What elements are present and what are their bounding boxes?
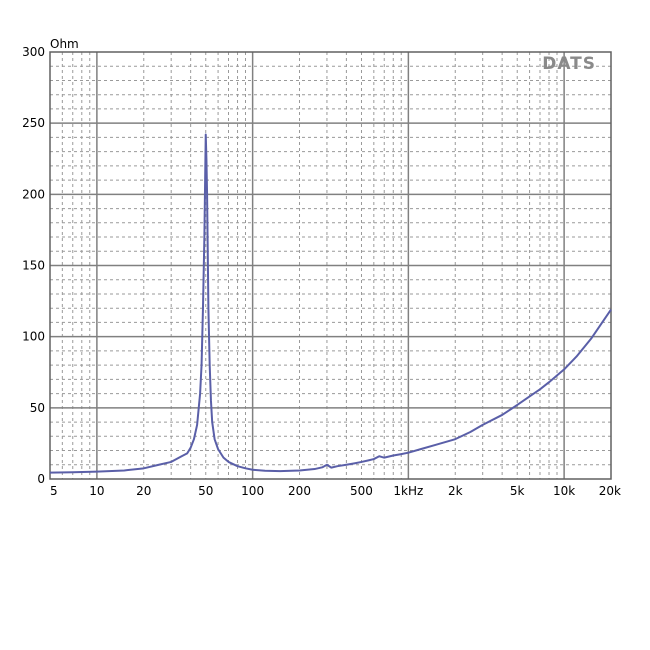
y-axis-unit-label: Ohm xyxy=(50,37,79,51)
plot-frame xyxy=(49,51,612,480)
y-tick-label: 200 xyxy=(22,187,45,201)
dats-watermark: DATS xyxy=(542,54,596,74)
x-tick-label: 10 xyxy=(89,484,104,498)
y-tick-label: 0 xyxy=(37,472,45,486)
x-tick-label: 5 xyxy=(50,484,58,498)
x-tick-label: 500 xyxy=(350,484,373,498)
y-tick-labels: 0 50 100 150 200 250 300 xyxy=(22,45,45,486)
x-tick-label: 20 xyxy=(136,484,151,498)
x-tick-label: 20k xyxy=(599,484,621,498)
y-tick-label: 250 xyxy=(22,116,45,130)
x-tick-label: 1kHz xyxy=(393,484,423,498)
x-tick-label: 5k xyxy=(510,484,525,498)
major-grid xyxy=(50,52,611,479)
y-tick-label: 150 xyxy=(22,259,45,273)
x-tick-label: 10k xyxy=(553,484,575,498)
y-tick-label: 300 xyxy=(22,45,45,59)
x-tick-labels: 5 10 20 50 100 200 500 1kHz 2k 5k 10k 20k xyxy=(50,484,621,498)
x-tick-label: 100 xyxy=(241,484,264,498)
x-tick-label: 200 xyxy=(288,484,311,498)
impedance-curve xyxy=(49,133,612,474)
x-tick-label: 50 xyxy=(198,484,213,498)
y-tick-label: 50 xyxy=(30,401,45,415)
y-tick-label: 100 xyxy=(22,330,45,344)
x-tick-label: 2k xyxy=(448,484,463,498)
